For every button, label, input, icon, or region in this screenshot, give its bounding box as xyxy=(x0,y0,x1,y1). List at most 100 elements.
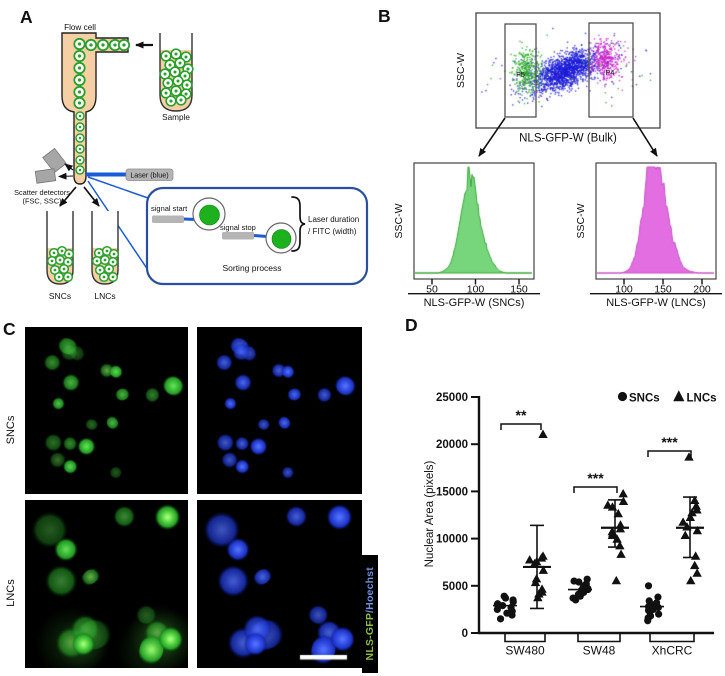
cell-nucleus-icon xyxy=(186,67,190,71)
x-tick-label: 100 xyxy=(467,284,485,296)
signal-start-laser-bar xyxy=(152,215,184,223)
gate-p5-label: P5 xyxy=(516,70,525,79)
channel-gfp-label: NLS-GFP xyxy=(364,613,376,661)
micrograph-lncs-hoechst xyxy=(197,500,362,668)
panel-d-label: D xyxy=(405,315,418,335)
cell-nucleus-icon xyxy=(77,66,82,70)
cell-nucleus-icon xyxy=(122,43,126,47)
cell-nucleus-icon xyxy=(66,275,70,279)
panel-b-label: B xyxy=(378,6,391,26)
lnc-point xyxy=(618,496,629,505)
sncs-histogram-area xyxy=(415,164,533,278)
lnc-point xyxy=(690,495,700,505)
cell-nucleus-icon xyxy=(77,54,82,58)
d-data-points-layer: 0 5000 10000 15000 20000 25000 ** SW480 *** SW48 *… xyxy=(436,392,704,658)
sort-arrow-left xyxy=(59,186,77,207)
laser-label: Laser (blue) xyxy=(130,171,168,180)
lnc-point xyxy=(613,508,623,518)
significance-bracket xyxy=(500,423,542,430)
lncs-histogram-frame xyxy=(595,162,717,280)
lnc-point xyxy=(686,575,696,585)
snc-point xyxy=(570,577,578,585)
significance-label: ** xyxy=(516,407,527,423)
gate-p4-arrow xyxy=(632,117,658,157)
panel-c-label: C xyxy=(3,319,16,339)
cell-nucleus-icon xyxy=(60,249,64,253)
micrograph-sncs-hoechst xyxy=(197,327,362,494)
cell-nucleus-icon xyxy=(98,268,102,272)
lnc-point xyxy=(691,501,701,510)
x-tick-label: 150 xyxy=(510,284,528,296)
cell-nucleus-icon xyxy=(77,90,82,94)
cell-nucleus-icon xyxy=(78,147,82,151)
snc-point xyxy=(509,596,517,604)
group-bracket xyxy=(649,634,695,643)
bulk-ylabel: SSC-W xyxy=(455,53,467,88)
lnc-point xyxy=(690,551,701,560)
cell-nucleus-icon xyxy=(164,54,168,58)
snc-point xyxy=(652,599,661,607)
d-y-tick-label: 20000 xyxy=(436,439,468,451)
lnc-point xyxy=(678,517,688,526)
cell-nucleus-icon xyxy=(184,92,188,96)
x-tick-label: 150 xyxy=(654,284,672,296)
group-label: XhCRC xyxy=(652,644,693,658)
cell-nucleus-icon xyxy=(78,168,82,172)
lnc-point xyxy=(538,551,548,560)
cell-nucleus-icon xyxy=(95,259,99,263)
sncs-histogram-ylabel: SSC-W xyxy=(393,203,405,238)
cell-nucleus-icon xyxy=(107,267,111,271)
snc-point xyxy=(569,594,577,602)
gate-p4 xyxy=(588,22,634,118)
cell-nucleus-icon xyxy=(183,74,187,78)
cell-nucleus-icon xyxy=(169,99,173,103)
gate-p5-arrow xyxy=(478,117,506,157)
laser-duration-label-1: Laser duration xyxy=(308,215,359,224)
snc-point xyxy=(645,597,653,605)
lnc-point xyxy=(692,568,702,577)
sorted-cell-1-nucleus xyxy=(199,204,220,226)
snc-point xyxy=(654,593,662,601)
snc-point xyxy=(500,592,508,600)
cell-nucleus-icon xyxy=(178,61,182,65)
lnc-point xyxy=(611,575,622,585)
gate-p5 xyxy=(504,23,537,118)
diagram-cells xyxy=(46,37,194,283)
lnc-point xyxy=(537,584,547,593)
sort-arrow-right xyxy=(83,186,100,207)
legend-lncs-label: LNCs xyxy=(687,393,717,405)
cell-nucleus-icon xyxy=(113,43,117,47)
sample-tube-outline xyxy=(159,33,193,112)
sample-label: Sample xyxy=(162,113,190,122)
cell-nucleus-icon xyxy=(53,268,57,272)
cell-nucleus-icon xyxy=(66,260,70,264)
signal-stop-beam xyxy=(253,234,268,238)
cell-nucleus-icon xyxy=(77,42,82,46)
cell-nucleus-icon xyxy=(164,91,168,95)
bulk-plot-frame xyxy=(475,12,661,129)
row-lncs-label: LNCs xyxy=(5,579,17,607)
cell-nucleus-icon xyxy=(62,267,66,271)
cell-nucleus-icon xyxy=(77,101,82,105)
legend-triangle-icon xyxy=(673,390,685,402)
significance-label: *** xyxy=(587,470,604,486)
sncs-histogram-xlabel: NLS-GFP-W (SNCs) xyxy=(424,297,525,309)
panel-b-flow-plots: B SSC-W P5 P4 NLS-GFP-W (Bulk) SSC-W NLS… xyxy=(378,6,722,309)
x-tick-label: 50 xyxy=(426,284,438,296)
d-y-tick-label: 10000 xyxy=(436,534,468,546)
lncs-tube-label: LNCs xyxy=(94,291,115,301)
detector-arrow-upper xyxy=(64,163,74,172)
cell-nucleus-icon xyxy=(173,70,177,74)
inset-wedge-line-top xyxy=(87,176,149,199)
micrograph-sncs-gfp xyxy=(25,327,188,494)
significance-label: *** xyxy=(661,434,678,450)
lnc-point xyxy=(603,500,613,509)
group-label: SW480 xyxy=(505,644,545,658)
cell-nucleus-icon xyxy=(105,249,109,253)
laser-duration-label-2: / FITC (width) xyxy=(308,227,357,236)
lnc-point xyxy=(538,429,548,438)
legend-sncs-label: SNCs xyxy=(629,393,660,405)
channel-label: NLS-GFP/Hoechst xyxy=(364,567,376,660)
